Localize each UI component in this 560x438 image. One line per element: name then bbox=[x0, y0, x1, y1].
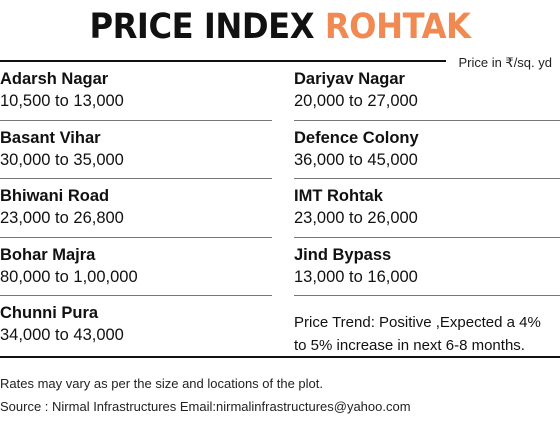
price-trend-row: Price Trend: Positive ,Expected a 4% to … bbox=[294, 296, 560, 355]
price-range: 80,000 to 1,00,000 bbox=[0, 267, 138, 286]
list-item: Bohar Majra 80,000 to 1,00,000 bbox=[0, 238, 272, 296]
locality-name: Adarsh Nagar bbox=[0, 70, 109, 88]
price-range: 13,000 to 16,000 bbox=[294, 267, 418, 286]
bottom-divider bbox=[0, 356, 560, 358]
list-item: Bhiwani Road 23,000 to 26,800 bbox=[0, 179, 272, 238]
price-range: 30,000 to 35,000 bbox=[0, 150, 124, 169]
left-column: Adarsh Nagar 10,500 to 13,000 Basant Vih… bbox=[0, 62, 272, 355]
price-trend-note: Price Trend: Positive ,Expected a 4% to … bbox=[294, 314, 541, 354]
list-item: Jind Bypass 13,000 to 16,000 bbox=[294, 238, 560, 296]
list-item: Adarsh Nagar 10,500 to 13,000 bbox=[0, 62, 272, 121]
title-city: ROHTAK bbox=[324, 7, 471, 47]
locality-name: Chunni Pura bbox=[0, 304, 99, 322]
price-range: 36,000 to 45,000 bbox=[294, 150, 418, 169]
locality-name: Bohar Majra bbox=[0, 245, 96, 264]
list-item: Basant Vihar 30,000 to 35,000 bbox=[0, 121, 272, 179]
list-item: Chunni Pura 34,000 to 43,000 bbox=[0, 296, 272, 355]
source-text: Source : Nirmal Infrastructures Email:ni… bbox=[0, 399, 411, 414]
locality-name: Basant Vihar bbox=[0, 128, 101, 147]
price-range: 10,500 to 13,000 bbox=[0, 92, 124, 110]
list-item: IMT Rohtak 23,000 to 26,000 bbox=[294, 179, 560, 238]
locality-name: Jind Bypass bbox=[294, 245, 392, 264]
price-range: 23,000 to 26,800 bbox=[0, 209, 124, 227]
locality-name: Defence Colony bbox=[294, 128, 419, 147]
list-item: Dariyav Nagar 20,000 to 27,000 bbox=[294, 62, 560, 121]
right-column: Dariyav Nagar 20,000 to 27,000 Defence C… bbox=[294, 62, 560, 355]
price-range: 34,000 to 43,000 bbox=[0, 326, 124, 344]
unit-note: Price in ₹/sq. yd bbox=[458, 55, 552, 70]
top-divider bbox=[0, 60, 446, 62]
locality-name: IMT Rohtak bbox=[294, 187, 383, 205]
price-range: 20,000 to 27,000 bbox=[294, 92, 418, 110]
footer-notes: Rates may vary as per the size and locat… bbox=[0, 372, 411, 418]
page-title: PRICE INDEX ROHTAK bbox=[22, 6, 537, 48]
price-range: 23,000 to 26,000 bbox=[294, 209, 418, 227]
locality-name: Dariyav Nagar bbox=[294, 70, 405, 88]
title-price-index: PRICE INDEX bbox=[89, 7, 315, 47]
locality-name: Bhiwani Road bbox=[0, 187, 110, 205]
list-item: Defence Colony 36,000 to 45,000 bbox=[294, 121, 560, 179]
disclaimer-text: Rates may vary as per the size and locat… bbox=[0, 376, 324, 391]
